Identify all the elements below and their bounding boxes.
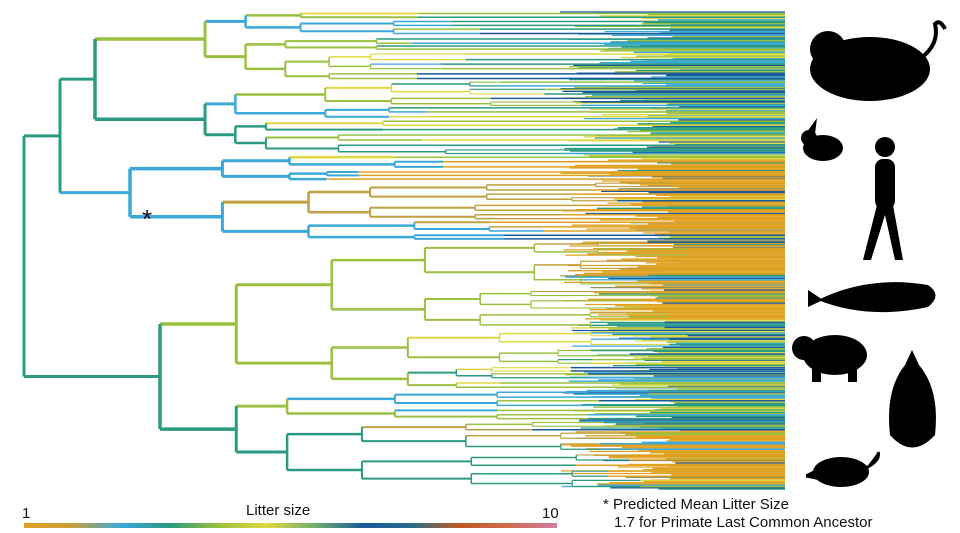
legend-max: 10 — [542, 505, 559, 522]
rodent-icon — [810, 20, 947, 101]
legend-min: 1 — [22, 505, 31, 522]
ancestor-marker: * — [142, 204, 153, 234]
whale-icon — [808, 282, 936, 313]
rabbit-icon — [801, 118, 843, 161]
bear-icon — [792, 335, 867, 382]
shrew-icon — [806, 451, 880, 487]
bat-icon — [889, 350, 936, 448]
litter-size-colorbar — [24, 523, 557, 528]
annotation-line2: 1.7 for Primate Last Common Ancestor — [614, 514, 873, 531]
legend-title: Litter size — [246, 502, 311, 519]
annotation-line1: * Predicted Mean Litter Size — [603, 496, 789, 513]
human-icon — [863, 137, 903, 260]
